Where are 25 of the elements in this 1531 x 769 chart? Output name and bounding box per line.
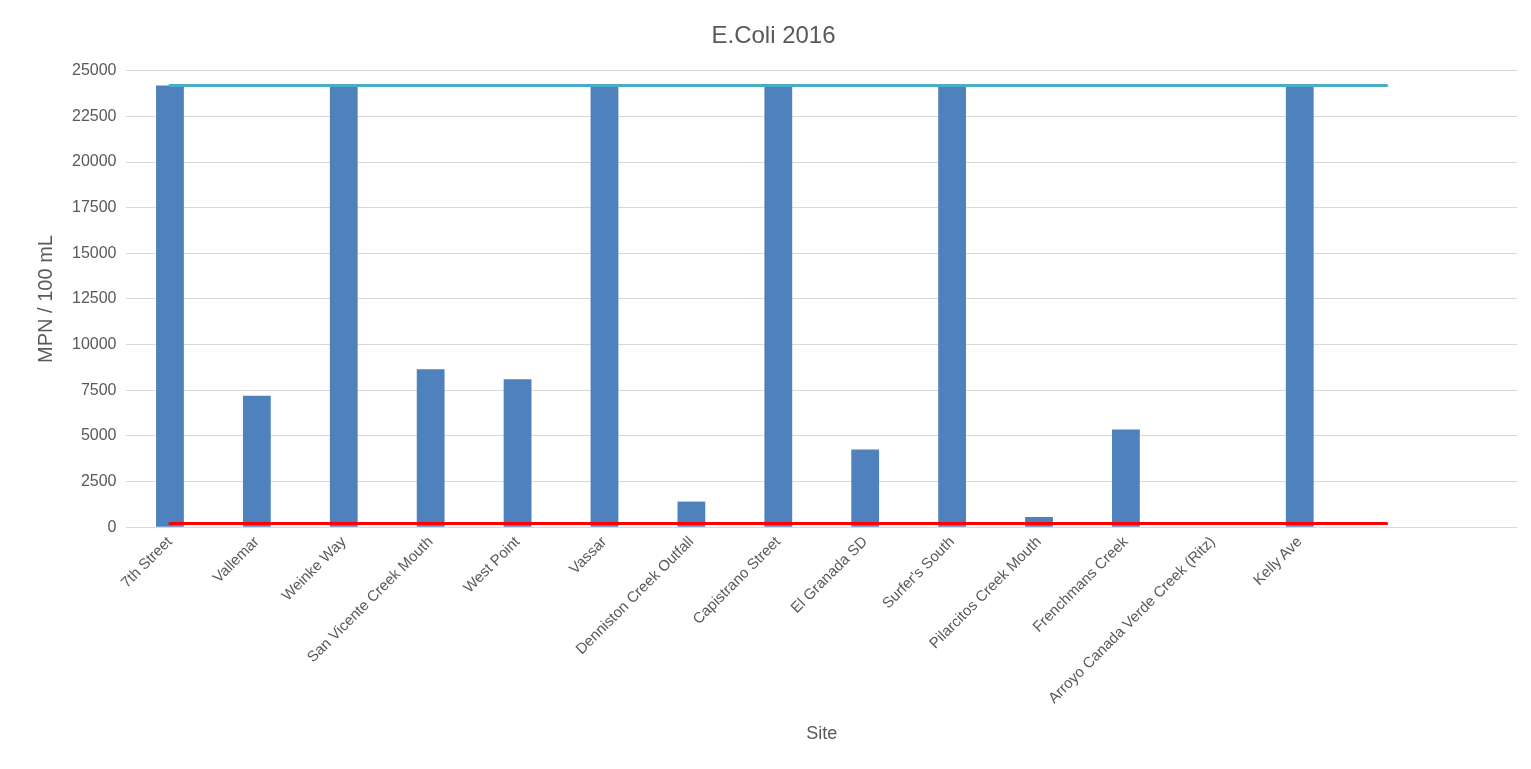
- y-tick-label: 7500: [80, 380, 117, 398]
- chart-title: E.Coli 2016: [711, 21, 836, 49]
- y-tick-label: 5000: [80, 426, 117, 444]
- y-axis-title: MPN / 100 mL: [33, 235, 56, 363]
- bar: [590, 85, 619, 527]
- y-tick-label: 15000: [71, 243, 117, 261]
- bar: [416, 369, 445, 527]
- y-tick-label: 0: [107, 517, 117, 535]
- bar: [329, 85, 358, 527]
- bar: [938, 85, 967, 527]
- bar: [764, 85, 793, 527]
- bar: [242, 395, 271, 527]
- y-tick-label: 12500: [71, 289, 117, 307]
- y-tick-label: 20000: [71, 152, 117, 170]
- y-tick-label: 10000: [71, 335, 117, 353]
- bar: [1112, 429, 1140, 527]
- bar: [851, 449, 880, 527]
- y-tick-label: 22500: [71, 106, 117, 124]
- x-axis-title: Site: [806, 723, 838, 744]
- y-tick-label: 17500: [71, 198, 117, 216]
- y-tick-label: 2500: [80, 471, 117, 489]
- y-tick-label: 25000: [71, 61, 117, 79]
- bar: [1285, 85, 1314, 527]
- bar: [156, 85, 184, 527]
- bar: [503, 379, 532, 527]
